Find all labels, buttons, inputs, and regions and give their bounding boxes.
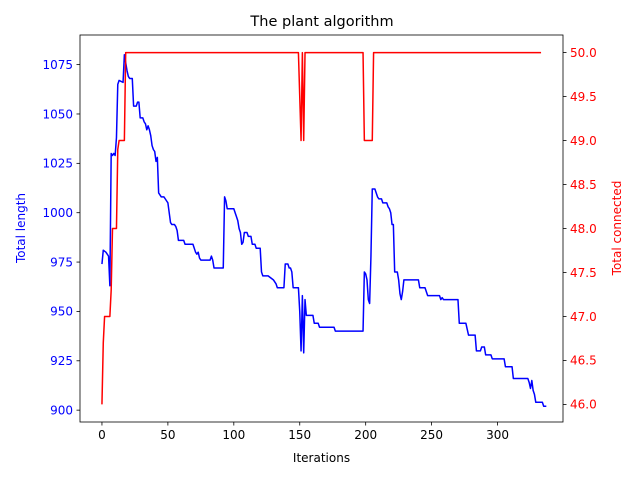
right-y-tick-label: 50.0 (570, 46, 597, 60)
x-tick-label: 200 (354, 428, 377, 442)
left-y-axis-label: Total length (14, 193, 28, 264)
right-y-tick-label: 47.0 (570, 310, 597, 324)
right-y-axis-label: Total connected (610, 181, 624, 277)
plot-area (101, 51, 547, 407)
x-axis-label: Iterations (293, 451, 350, 465)
x-tick-label: 250 (420, 428, 443, 442)
series-lines (101, 51, 547, 407)
x-tick-label: 300 (486, 428, 509, 442)
left-y-tick-label: 1025 (42, 157, 73, 171)
x-tick-label: 0 (98, 428, 106, 442)
right-y-tick-label: 48.0 (570, 222, 597, 236)
x-tick-label: 50 (160, 428, 175, 442)
left-y-tick-label: 1000 (42, 206, 73, 220)
right-y-tick-label: 48.5 (570, 178, 597, 192)
left-y-tick-label: 950 (50, 305, 73, 319)
right-y-tick-label: 46.0 (570, 398, 597, 412)
right-y-tick-label: 46.5 (570, 354, 597, 368)
axes: 0 50 100 150 200 250 300 900 925 950 975 1000 1025 10… (42, 34, 597, 442)
x-tick-label: 150 (288, 428, 311, 442)
left-y-tick-label: 1050 (42, 107, 73, 121)
left-y-tick-label: 925 (50, 354, 73, 368)
right-y-tick-label: 47.5 (570, 266, 597, 280)
right-y-tick-label: 49.5 (570, 90, 597, 104)
left-y-tick-label: 1075 (42, 58, 73, 72)
left-y-tick-label: 900 (50, 403, 73, 417)
left-y-tick-label: 975 (50, 255, 73, 269)
total-connected-line (101, 51, 542, 405)
right-y-tick-label: 49.0 (570, 134, 597, 148)
total-length-line (101, 53, 547, 407)
chart-title: The plant algorithm (249, 14, 393, 30)
x-tick-label: 100 (222, 428, 245, 442)
